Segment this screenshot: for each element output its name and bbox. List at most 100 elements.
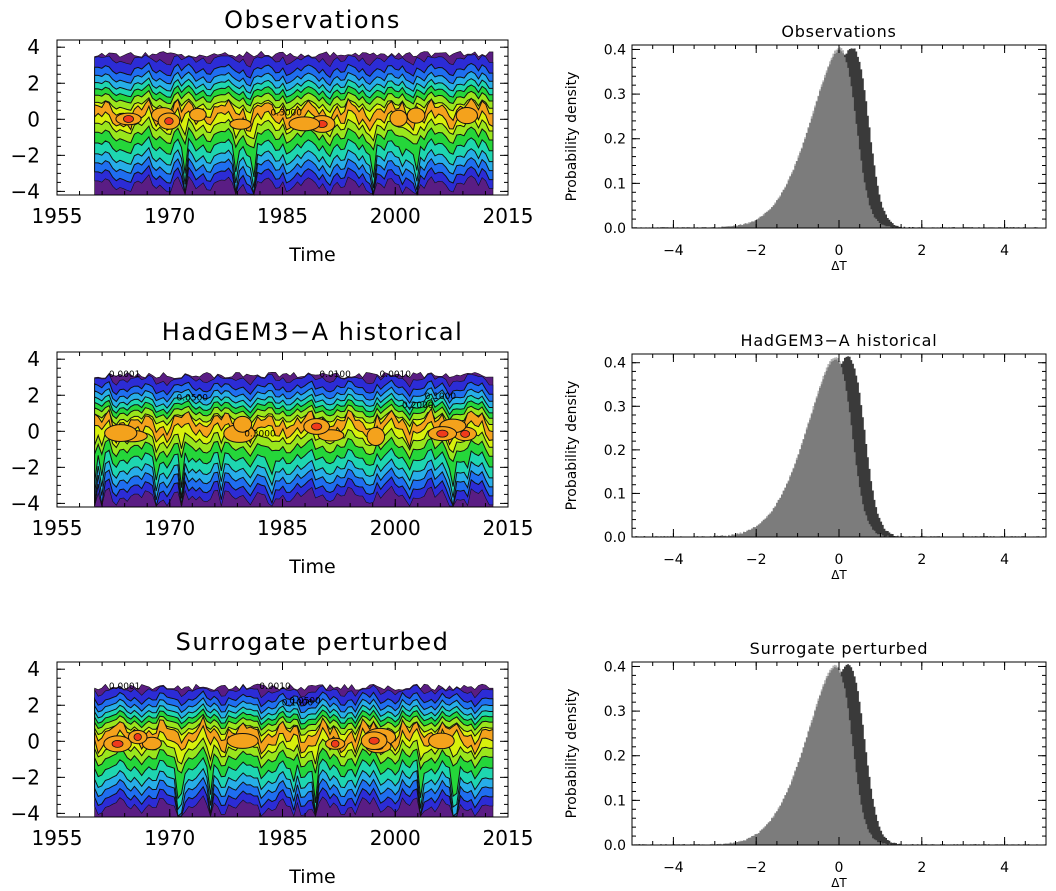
contour-peak xyxy=(111,739,124,748)
contour-blob xyxy=(189,107,207,122)
x-tick-label: 1985 xyxy=(257,516,308,540)
x-tick-label: 1970 xyxy=(144,204,195,228)
y-tick-label: 0 xyxy=(27,107,40,131)
x-tick-label: 4 xyxy=(1000,552,1009,568)
y-tick-label: −4 xyxy=(11,491,40,515)
contour-peak xyxy=(330,739,340,748)
x-tick-label: −2 xyxy=(746,243,767,259)
y-tick-label: 0.2 xyxy=(604,749,626,765)
x-tick-label: 2000 xyxy=(370,516,421,540)
x-tick-label: −2 xyxy=(746,860,767,876)
contour-label: 0.0010 xyxy=(259,682,291,692)
histogram-series xyxy=(632,49,1046,228)
x-tick-label: 2 xyxy=(917,552,926,568)
contour-label: 0.0500 xyxy=(289,696,321,706)
y-tick-label: −2 xyxy=(11,765,40,789)
y-tick-label: 0 xyxy=(27,729,40,753)
panel-title: HadGEM3−A historical xyxy=(741,331,938,350)
contour-blob xyxy=(226,733,259,749)
histogram-series xyxy=(632,667,1046,845)
x-axis-label: ΔT xyxy=(831,259,847,273)
x-tick-label: 2 xyxy=(917,243,926,259)
y-tick-label: −2 xyxy=(11,455,40,479)
x-tick-label: −4 xyxy=(663,243,684,259)
y-tick-label: −2 xyxy=(11,143,40,167)
histogram-series xyxy=(632,359,1046,537)
y-tick-label: 0.4 xyxy=(604,42,626,58)
x-tick-label: 1985 xyxy=(257,204,308,228)
y-tick-label: 0.1 xyxy=(604,486,626,502)
contour-peak xyxy=(368,736,380,745)
panel-title: Surrogate perturbed xyxy=(750,639,929,658)
y-tick-label: 4 xyxy=(27,35,40,59)
contour-blob xyxy=(389,109,408,127)
histogram-panel-3: −4 −2 0 2 4 0.0 0.1 0.2 0.3 0.4 Surrogate perturbe… xyxy=(564,639,1047,890)
y-tick-label: 0.0 xyxy=(604,221,626,237)
contour-band xyxy=(94,97,494,132)
x-axis-label: Time xyxy=(288,866,336,888)
x-tick-label: 1955 xyxy=(32,516,83,540)
x-tick-label: 2000 xyxy=(370,204,421,228)
y-axis-label: Probability density xyxy=(564,689,580,819)
contour-blob xyxy=(233,415,253,433)
contour-blob xyxy=(406,107,426,124)
panel-title: HadGEM3−A historical xyxy=(162,318,463,346)
contour-blob xyxy=(229,118,252,130)
y-axis-label: Probability density xyxy=(564,381,580,511)
x-tick-label: 1970 xyxy=(144,826,195,850)
panel-title: Surrogate perturbed xyxy=(176,628,450,656)
y-tick-label: 0.3 xyxy=(604,87,626,103)
x-tick-label: 2 xyxy=(917,860,926,876)
y-tick-label: 2 xyxy=(27,383,40,407)
y-tick-label: 0.1 xyxy=(604,176,626,192)
contour-peak xyxy=(164,117,174,126)
x-axis-label: ΔT xyxy=(831,568,847,582)
contour-panel-1: 0.3000 1955 1970 1985 2000 2015 4 2 0 −2 −4 Observa… xyxy=(11,6,534,266)
contour-peak xyxy=(311,422,323,431)
x-axis-label: ΔT xyxy=(831,876,847,890)
contour-blob xyxy=(288,116,321,132)
x-axis-label: Time xyxy=(288,244,336,266)
y-tick-label: 0.2 xyxy=(604,132,626,148)
contour-peak xyxy=(123,115,134,123)
x-tick-label: 1955 xyxy=(32,826,83,850)
y-tick-label: 0.2 xyxy=(604,443,626,459)
y-tick-label: 0.3 xyxy=(604,704,626,720)
y-tick-label: 2 xyxy=(27,693,40,717)
x-tick-label: 0 xyxy=(835,860,844,876)
y-tick-label: −4 xyxy=(11,801,40,825)
contour-label: 0.1000 xyxy=(425,392,457,402)
contour-blob xyxy=(455,106,478,125)
contour-label: 0.3000 xyxy=(244,430,276,440)
contour-label: 0.1000 xyxy=(282,698,314,708)
contour-band xyxy=(94,719,494,765)
contour-blob xyxy=(141,736,162,751)
y-tick-label: 2 xyxy=(27,71,40,95)
contour-label: 0.0100 xyxy=(319,370,351,380)
contour-label: 0.0500 xyxy=(177,394,209,404)
contour-blob xyxy=(104,424,138,442)
contour-band xyxy=(94,407,494,449)
contour-peak xyxy=(133,733,142,741)
x-tick-label: 2015 xyxy=(483,204,534,228)
x-tick-label: −2 xyxy=(746,552,767,568)
x-tick-label: 1970 xyxy=(144,516,195,540)
x-tick-label: 2015 xyxy=(483,826,534,850)
panel-title: Observations xyxy=(781,22,896,41)
y-tick-label: 0.1 xyxy=(604,793,626,809)
histogram-panel-1: −4 −2 0 2 4 0.0 0.1 0.2 0.3 0.4 Observations ΔT Prob… xyxy=(564,22,1047,273)
x-tick-label: 4 xyxy=(1000,243,1009,259)
contour-blob xyxy=(428,732,455,750)
y-tick-label: 0.0 xyxy=(604,838,626,854)
y-tick-label: 0.0 xyxy=(604,530,626,546)
contour-label: 0.0010 xyxy=(380,370,412,380)
contour-peak xyxy=(436,429,449,438)
y-tick-label: 0.4 xyxy=(604,356,626,372)
x-tick-label: 0 xyxy=(835,552,844,568)
x-tick-label: 2000 xyxy=(370,826,421,850)
x-tick-label: −4 xyxy=(663,860,684,876)
contour-label: 0.0001 xyxy=(109,682,141,692)
contour-band xyxy=(94,715,494,756)
